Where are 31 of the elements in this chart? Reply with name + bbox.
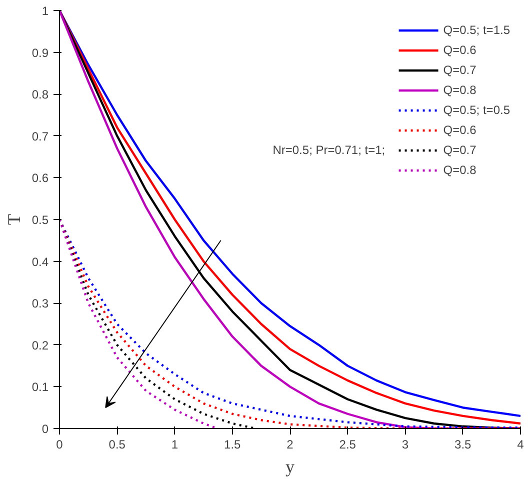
x-tick-label: 4: [517, 438, 524, 452]
y-tick-label: 0.7: [32, 129, 49, 144]
legend-label: Q=0.8: [443, 163, 476, 177]
legend-label: Q=0.7: [443, 63, 476, 77]
y-tick-label: 0: [42, 422, 49, 436]
y-tick-label: 0.9: [32, 46, 49, 60]
x-tick-label: 1: [171, 438, 178, 452]
x-tick-label: 1.5: [224, 438, 242, 452]
y-tick-label: 0.5: [32, 213, 49, 227]
legend-label: Q=0.5; t=1.5: [443, 23, 510, 37]
legend-label: Q=0.7: [443, 143, 476, 157]
y-axis-title: T: [4, 214, 24, 225]
x-tick-label: 3: [402, 438, 409, 452]
x-axis-title: y: [286, 456, 294, 476]
y-tick-label: 0.6: [32, 171, 49, 186]
x-tick-label: 0.5: [108, 438, 126, 452]
legend-label: Q=0.5; t=0.5: [443, 103, 510, 117]
y-tick-label: 1: [42, 4, 49, 18]
x-tick-label: 0: [56, 438, 64, 452]
legend-label: Q=0.8: [443, 83, 476, 97]
x-tick-label: 3.5: [454, 438, 472, 452]
legend-label: Q=0.6: [443, 123, 476, 137]
y-tick-label: 0.1: [32, 380, 49, 394]
y-tick-label: 0.4: [32, 254, 49, 269]
x-tick-label: 2.5: [339, 438, 356, 452]
legend-label: Q=0.6: [443, 43, 476, 57]
y-tick-label: 0.3: [32, 296, 49, 311]
annotation: Nr=0.5; Pr=0.71; t=1;: [272, 142, 386, 157]
x-tick-label: 2: [286, 438, 294, 452]
y-tick-label: 0.8: [32, 88, 49, 102]
y-tick-label: 0.2: [32, 338, 49, 352]
